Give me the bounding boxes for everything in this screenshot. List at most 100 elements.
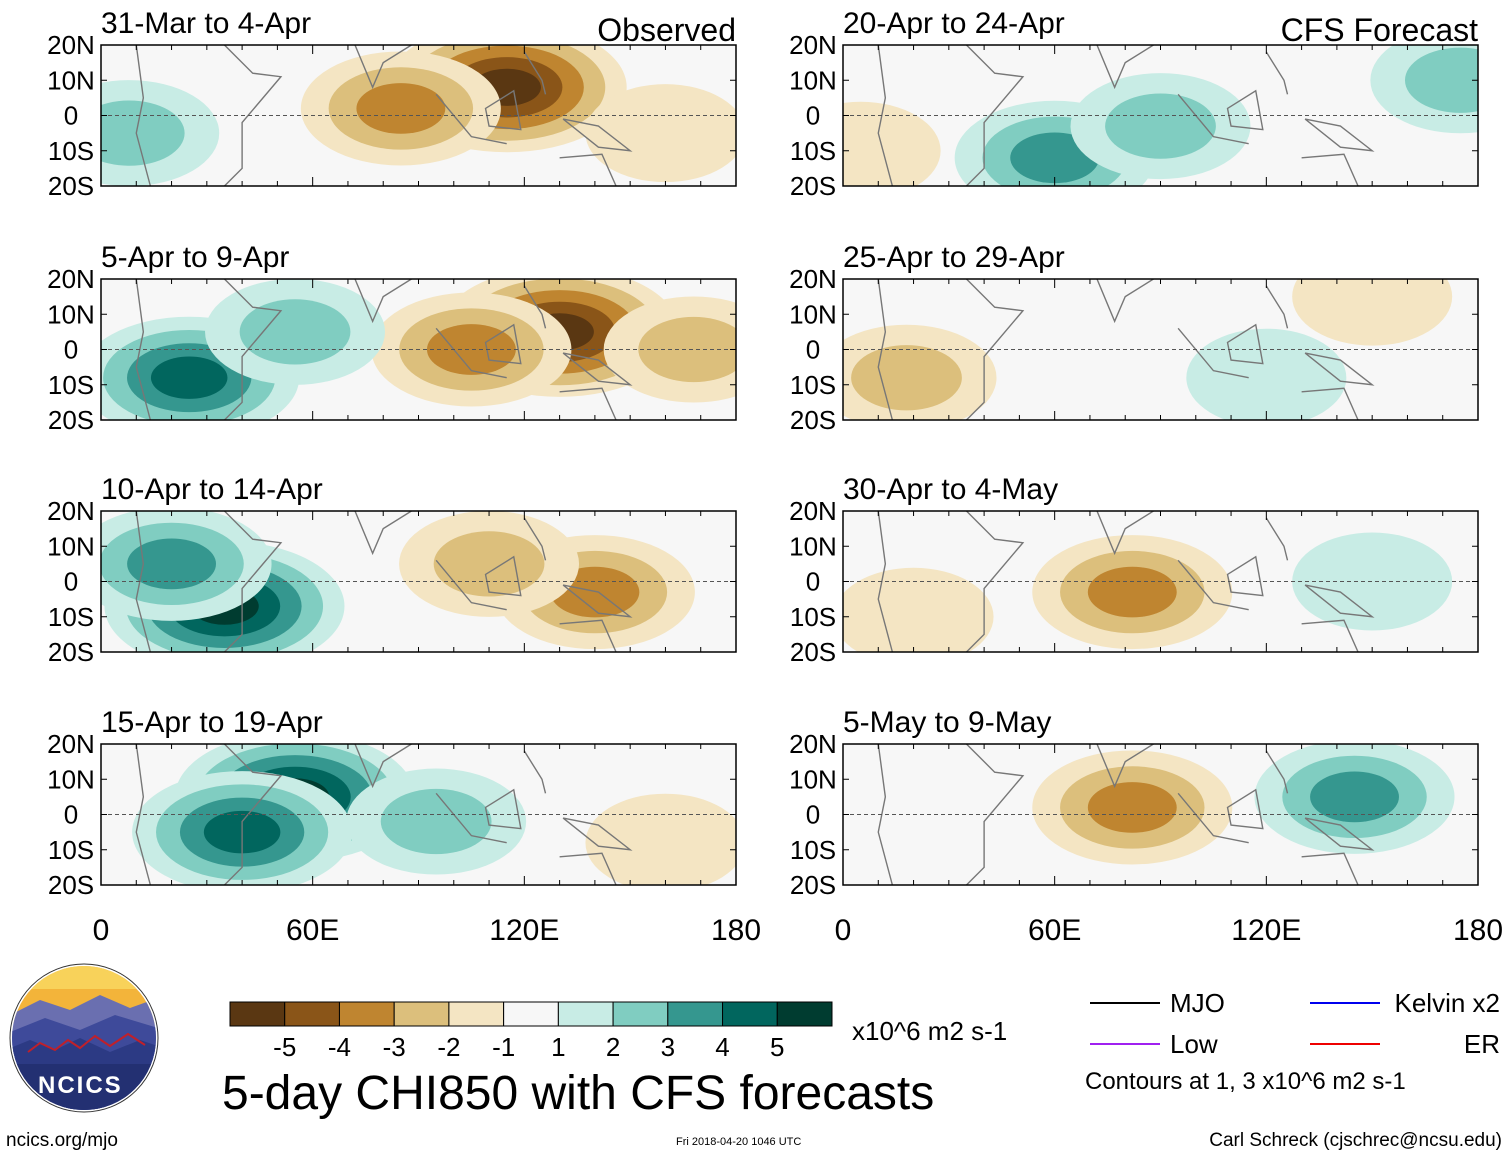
y-tick-label: 10N	[789, 531, 837, 561]
y-tick-label: 0	[806, 567, 820, 597]
y-tick-label: 10N	[47, 531, 95, 561]
coastline	[135, 511, 633, 652]
anomaly-mark	[1186, 328, 1347, 420]
colorbar-tick-label: -1	[492, 1032, 515, 1062]
anomaly-mark	[1087, 782, 1177, 833]
anomaly-mark	[1292, 279, 1453, 346]
y-tick-label: 10S	[48, 370, 94, 400]
anomaly-mark	[1105, 93, 1216, 159]
legend-label: MJO	[1170, 988, 1225, 1018]
colorbar-tick-label: -3	[383, 1032, 406, 1062]
legend-label: Low	[1170, 1029, 1218, 1059]
x-tick-label: 180	[711, 914, 761, 947]
y-tick-label: 20S	[790, 171, 836, 201]
colorbar-tick-label: 3	[661, 1032, 675, 1062]
anomaly-mark	[1292, 532, 1453, 631]
panel-period-title: 5-Apr to 9-Apr	[101, 241, 289, 274]
chart-panel: 20N 10N 0 10S 20S 25-Apr to 29-Apr	[789, 241, 1479, 435]
y-tick-label: 0	[64, 567, 78, 597]
chart-panel: 20N 10N 0 10S 20S 31-Mar to 4-Apr Observed	[47, 7, 737, 201]
anomaly-mark	[380, 788, 492, 855]
colorbar-tick-label: 1	[551, 1032, 565, 1062]
anomaly-mark	[843, 101, 941, 186]
author-credit: Carl Schreck (cjschrec@ncsu.edu)	[1209, 1130, 1502, 1151]
x-tick-label: 60E	[1028, 914, 1081, 947]
anomaly-mark	[585, 84, 736, 183]
y-tick-label: 10N	[789, 65, 837, 95]
y-tick-label: 20S	[48, 405, 94, 435]
anomaly-mark	[638, 316, 736, 383]
y-tick-label: 20N	[789, 496, 837, 526]
y-tick-label: 0	[806, 800, 820, 830]
y-tick-label: 0	[64, 800, 78, 830]
colorbar-swatch	[722, 1001, 778, 1027]
logo-text: NCICS	[38, 1072, 123, 1099]
colorbar-swatch	[503, 1001, 559, 1027]
y-tick-label: 0	[64, 335, 78, 365]
chart-panel: 20N 10N 0 10S 20S 15-Apr to 19-Apr	[47, 706, 737, 900]
timestamp: Fri 2018-04-20 1046 UTC	[676, 1136, 802, 1148]
colorbar-tick-label: 2	[606, 1032, 620, 1062]
colorbar-swatch	[393, 1001, 450, 1027]
colorbar-tick-label: 4	[715, 1032, 729, 1062]
y-tick-label: 20N	[47, 496, 95, 526]
y-tick-label: 10S	[790, 136, 836, 166]
column-label: CFS Forecast	[1281, 12, 1478, 48]
contour-note: Contours at 1, 3 x10^6 m2 s-1	[1085, 1068, 1406, 1095]
y-tick-label: 10S	[790, 370, 836, 400]
y-tick-label: 20S	[790, 405, 836, 435]
anomaly-mark	[356, 83, 446, 134]
y-tick-label: 10N	[47, 299, 95, 329]
anomaly-mark	[150, 356, 228, 399]
anomaly-mark	[239, 299, 351, 365]
anomaly-mark	[851, 345, 962, 411]
y-tick-label: 20N	[789, 729, 837, 759]
x-tick-label: 120E	[489, 914, 559, 947]
anomaly-mark	[1087, 566, 1177, 618]
y-tick-label: 20N	[789, 264, 837, 294]
panel-period-title: 30-Apr to 4-May	[843, 473, 1058, 506]
colorbar-swatch	[776, 1001, 833, 1027]
colorbar-swatch	[448, 1001, 505, 1027]
anomaly-mark	[1310, 771, 1399, 823]
panel-period-title: 5-May to 9-May	[843, 706, 1051, 739]
chart-panel: 20N 10N 0 10S 20S 20-Apr to 24-Apr CFS Forecas…	[789, 7, 1479, 201]
panel-period-title: 20-Apr to 24-Apr	[843, 7, 1065, 40]
y-tick-label: 0	[806, 335, 820, 365]
contour-legend: MJO Kelvin x2 Low ER	[1090, 988, 1500, 1059]
colorbar-units: x10^6 m2 s-1	[852, 1016, 1008, 1046]
anomaly-mark	[433, 531, 545, 597]
y-tick-label: 20S	[48, 637, 94, 667]
y-tick-label: 20N	[47, 264, 95, 294]
y-tick-label: 10S	[48, 835, 94, 865]
legend-label: ER	[1464, 1029, 1500, 1059]
colorbar-swatch	[229, 1001, 286, 1027]
y-tick-label: 10S	[790, 602, 836, 632]
y-tick-label: 10S	[48, 136, 94, 166]
chart-panel: 20N 10N 0 10S 20S 5-May to 9-May	[789, 706, 1479, 900]
y-tick-label: 10N	[47, 65, 95, 95]
colorbar-tick-label: -4	[328, 1032, 351, 1062]
y-tick-label: 20S	[790, 637, 836, 667]
anomaly-mark	[1404, 47, 1478, 113]
chart-panel: 20N 10N 0 10S 20S 30-Apr to 4-May	[789, 473, 1479, 667]
y-tick-label: 20S	[790, 870, 836, 900]
anomaly-mark	[127, 538, 216, 590]
legend-label: Kelvin x2	[1395, 988, 1501, 1018]
chart-panel: 20N 10N 0 10S 20S 5-Apr to 9-Apr	[47, 241, 737, 435]
x-tick-label: 180	[1453, 914, 1503, 947]
source-link[interactable]: ncics.org/mjo	[6, 1130, 118, 1151]
y-tick-label: 10S	[790, 835, 836, 865]
panel-period-title: 15-Apr to 19-Apr	[101, 706, 323, 739]
x-tick-label: 120E	[1231, 914, 1301, 947]
y-tick-label: 20N	[789, 30, 837, 60]
y-tick-label: 10N	[789, 764, 837, 794]
anomaly-mark	[585, 793, 736, 885]
panel-period-title: 25-Apr to 29-Apr	[843, 241, 1065, 274]
colorbar-swatch	[338, 1001, 395, 1027]
ncics-logo	[9, 963, 159, 1113]
y-tick-label: 10N	[47, 764, 95, 794]
x-tick-label: 0	[93, 914, 110, 947]
anomaly-mark	[101, 100, 185, 166]
